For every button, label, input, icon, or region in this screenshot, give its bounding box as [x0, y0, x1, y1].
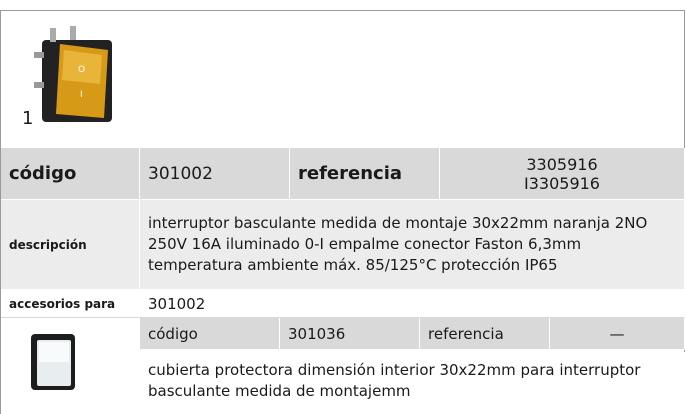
code-label: código: [1, 148, 140, 200]
image-label: 1: [22, 108, 34, 129]
ref: 3305916: [526, 154, 598, 174]
acc-ref-label: referencia: [420, 318, 550, 350]
ref: I3305916: [524, 173, 600, 193]
desc-label: descripción: [1, 200, 140, 290]
svg-text:O: O: [78, 65, 85, 75]
accessories-for: 301002: [140, 290, 685, 318]
desc: interruptor basculante medida de montaje…: [140, 200, 685, 290]
acc-ref: —: [550, 318, 685, 350]
product-image: OI: [34, 26, 112, 122]
refs: 3305916 I3305916: [440, 148, 685, 200]
acc-desc: cubierta protectora dimensión interior 3…: [140, 352, 685, 414]
code: 301002: [140, 148, 290, 200]
acc-code: 301036: [280, 318, 420, 350]
ref-label: referencia: [290, 148, 440, 200]
acc-code-label: código: [140, 318, 280, 350]
accessory-image: [31, 334, 75, 390]
svg-text:I: I: [80, 90, 83, 100]
accessories-label: accesorios para: [1, 290, 140, 318]
